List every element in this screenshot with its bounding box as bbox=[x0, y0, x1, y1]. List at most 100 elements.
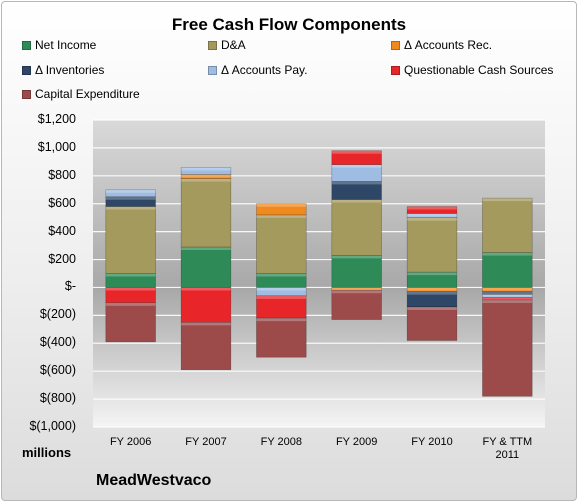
bar-segment-highlight bbox=[482, 287, 533, 291]
legend-label: Capital Expenditure bbox=[35, 87, 140, 101]
bar-segment-highlight bbox=[331, 181, 382, 185]
x-tick-label: FY & TTM 2011 bbox=[482, 436, 533, 461]
y-tick-label: $600 bbox=[48, 195, 76, 210]
bar-segment bbox=[482, 252, 533, 288]
legend-label: Δ Inventories bbox=[35, 63, 105, 77]
bar-segment-highlight bbox=[256, 203, 307, 207]
bar-segment bbox=[331, 255, 382, 288]
bar-segment bbox=[180, 322, 232, 371]
bar-segment-highlight bbox=[256, 273, 307, 277]
legend-item-questionable-cash: Questionable Cash Sources bbox=[391, 63, 553, 77]
bar-segment bbox=[180, 178, 232, 248]
legend-label: Δ Accounts Pay. bbox=[221, 63, 308, 77]
x-tick-label: FY 2007 bbox=[185, 436, 227, 448]
bar-segment-highlight bbox=[482, 300, 533, 304]
bar-segment-highlight bbox=[407, 206, 457, 210]
bar-segment bbox=[180, 287, 232, 323]
bar-segment-highlight bbox=[181, 246, 231, 250]
bar-segment-highlight bbox=[181, 178, 231, 182]
company-name: MeadWestvaco bbox=[96, 472, 212, 489]
y-tick-label: $1,000 bbox=[37, 139, 76, 154]
bar-segment-highlight bbox=[407, 287, 457, 291]
bar-segment bbox=[406, 217, 458, 273]
bar-segment-highlight bbox=[181, 174, 231, 178]
x-tick-label: FY 2010 bbox=[411, 436, 453, 448]
bar-segment bbox=[256, 214, 307, 274]
legend-item-accounts-pay: Δ Accounts Pay. bbox=[208, 63, 308, 77]
y-tick-label: $(1,000) bbox=[29, 419, 76, 433]
legend-label: Questionable Cash Sources bbox=[404, 63, 554, 77]
legend-item-capital-expenditure: Capital Expenditure bbox=[22, 87, 140, 101]
bar-segment-highlight bbox=[181, 322, 231, 326]
bar-segment-highlight bbox=[331, 290, 382, 294]
bar-segment bbox=[406, 206, 458, 214]
bar-segment-highlight bbox=[482, 297, 533, 301]
bar-segment-highlight bbox=[482, 291, 533, 295]
bar-segment bbox=[256, 317, 307, 358]
y-tick-label: $- bbox=[64, 279, 76, 294]
bar-segment-highlight bbox=[256, 295, 307, 299]
bar-segment bbox=[180, 167, 232, 175]
legend-item-da: D&A bbox=[208, 38, 246, 52]
bar-segment-highlight bbox=[105, 287, 156, 291]
bar-segment-highlight bbox=[105, 196, 156, 200]
bar-segment-highlight bbox=[331, 164, 382, 168]
chart-title: Free Cash Flow Components bbox=[171, 15, 407, 34]
bar-segment bbox=[256, 203, 307, 216]
bar-segment bbox=[482, 197, 533, 253]
y-tick-label: $200 bbox=[48, 251, 76, 266]
bar-segment-highlight bbox=[331, 255, 382, 259]
bar-segment bbox=[105, 189, 156, 198]
x-tick-label: FY 2008 bbox=[260, 436, 303, 448]
bar-segment bbox=[482, 299, 533, 397]
legend-swatch bbox=[208, 66, 217, 75]
y-tick-label: $(400) bbox=[39, 335, 76, 350]
y-tick-label: $800 bbox=[48, 167, 76, 182]
bar-segment bbox=[256, 295, 307, 319]
bar-segment bbox=[105, 302, 156, 343]
x-tick-label: FY 2009 bbox=[335, 436, 378, 448]
bar-segment-highlight bbox=[331, 199, 382, 203]
legend-label: D&A bbox=[221, 38, 246, 52]
bar-segment bbox=[331, 289, 382, 320]
legend-swatch bbox=[208, 41, 217, 50]
bar-segment bbox=[331, 199, 382, 256]
legend-swatch bbox=[22, 41, 31, 50]
bar-segment-highlight bbox=[331, 287, 382, 291]
bar-segment-highlight bbox=[407, 272, 457, 276]
legend-item-net-income: Net Income bbox=[22, 38, 96, 52]
bar-segment-highlight bbox=[482, 294, 533, 298]
y-tick-label: $400 bbox=[48, 223, 76, 238]
units-label: millions bbox=[22, 445, 72, 460]
legend-item-accounts-rec: Δ Accounts Rec. bbox=[391, 38, 492, 52]
legend-swatch bbox=[22, 66, 31, 75]
bar-segment-highlight bbox=[331, 150, 382, 154]
plot-background bbox=[93, 120, 545, 427]
bar-segment-highlight bbox=[407, 306, 457, 310]
x-tick-label: FY 2006 bbox=[109, 436, 152, 448]
bar-segment bbox=[180, 246, 232, 288]
bar-segment-highlight bbox=[482, 252, 533, 256]
y-tick-label: $(600) bbox=[39, 363, 76, 378]
y-tick-label: $(200) bbox=[39, 307, 76, 322]
bar-segment-highlight bbox=[181, 167, 231, 171]
bar-segment-highlight bbox=[482, 198, 533, 202]
legend-label: Δ Accounts Rec. bbox=[404, 38, 493, 52]
bar-segment bbox=[105, 206, 156, 274]
bar-segment-highlight bbox=[407, 291, 457, 295]
bar-segment-highlight bbox=[181, 287, 231, 291]
bar-segment-highlight bbox=[256, 214, 307, 218]
legend-swatch bbox=[22, 90, 31, 99]
bar-segment bbox=[331, 150, 382, 165]
legend-label: Net Income bbox=[35, 38, 97, 52]
bar-segment-highlight bbox=[407, 213, 457, 217]
legend-swatch bbox=[391, 66, 400, 75]
y-tick-label: $(800) bbox=[39, 391, 76, 406]
bar-segment bbox=[406, 306, 458, 341]
bar-segment-highlight bbox=[105, 273, 156, 277]
bar-segment-highlight bbox=[105, 302, 156, 306]
y-tick-label: $1,200 bbox=[37, 112, 76, 126]
bar-segment-highlight bbox=[105, 189, 156, 193]
bar-segment-highlight bbox=[407, 217, 457, 221]
